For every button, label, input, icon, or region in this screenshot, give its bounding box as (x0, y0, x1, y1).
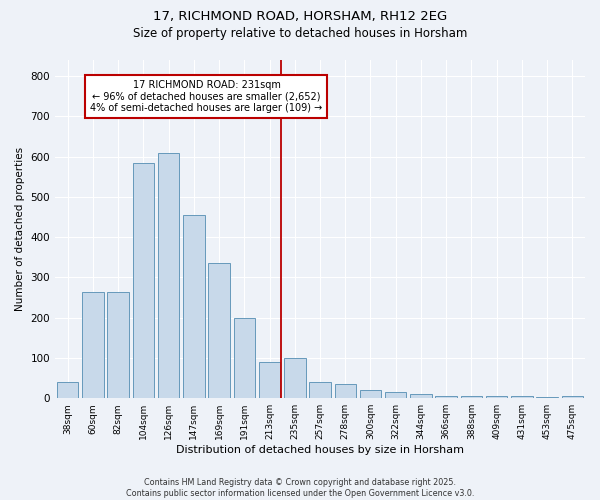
Bar (57, 382, 79, 398)
Bar (309, 382, 331, 398)
Bar (360, 390, 381, 398)
Bar (133, 162, 154, 398)
Bar (158, 152, 179, 398)
Bar (284, 358, 305, 398)
Y-axis label: Number of detached properties: Number of detached properties (15, 147, 25, 311)
Text: Size of property relative to detached houses in Horsham: Size of property relative to detached ho… (133, 28, 467, 40)
Bar (461, 396, 482, 398)
Bar (511, 396, 533, 398)
Bar (410, 394, 431, 398)
Text: Contains HM Land Registry data © Crown copyright and database right 2025.
Contai: Contains HM Land Registry data © Crown c… (126, 478, 474, 498)
Bar (107, 292, 129, 398)
Bar (183, 215, 205, 398)
Bar (436, 396, 457, 398)
X-axis label: Distribution of detached houses by size in Horsham: Distribution of detached houses by size … (176, 445, 464, 455)
Bar (562, 396, 583, 398)
Text: 17 RICHMOND ROAD: 231sqm
← 96% of detached houses are smaller (2,652)
4% of semi: 17 RICHMOND ROAD: 231sqm ← 96% of detach… (91, 80, 323, 114)
Bar (335, 384, 356, 398)
Text: 17, RICHMOND ROAD, HORSHAM, RH12 2EG: 17, RICHMOND ROAD, HORSHAM, RH12 2EG (153, 10, 447, 23)
Bar (259, 362, 280, 398)
Bar (82, 292, 104, 398)
Bar (486, 396, 508, 398)
Bar (385, 392, 406, 398)
Bar (233, 318, 255, 398)
Bar (208, 264, 230, 398)
